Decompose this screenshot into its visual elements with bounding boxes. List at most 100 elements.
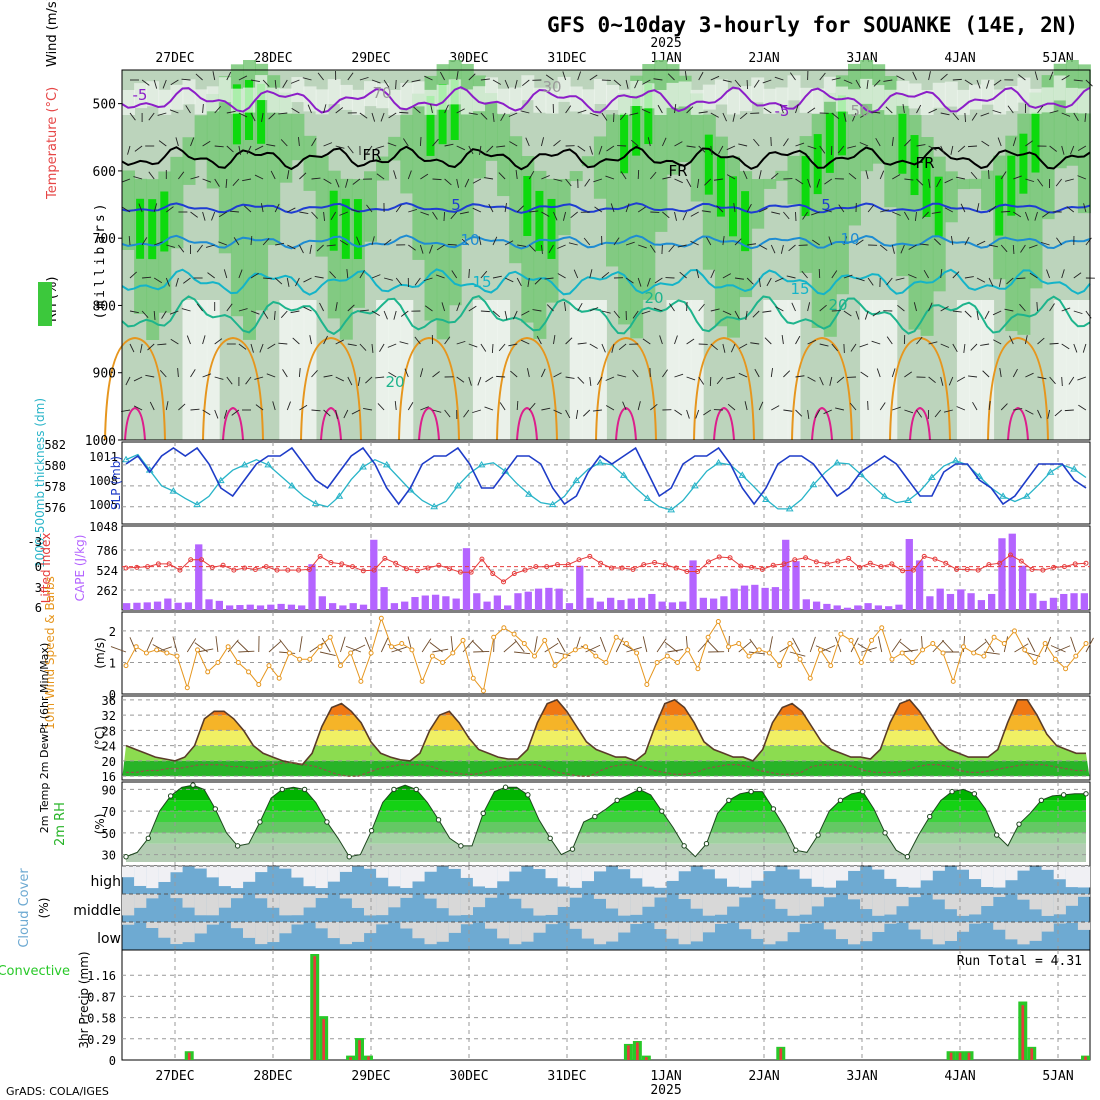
wind-barb (971, 112, 978, 121)
wind-barb (989, 244, 998, 248)
wind-barb (1028, 244, 1038, 249)
cape-bar (349, 603, 357, 610)
wind-barb (371, 274, 381, 279)
wind-barb (722, 310, 732, 316)
rh-band-dry-top (448, 79, 462, 105)
wind-barb (747, 243, 757, 246)
wind-barb (677, 244, 687, 248)
wind-barb (544, 277, 554, 280)
wind-barb (371, 112, 376, 122)
wind-barb (753, 79, 760, 88)
wind-barb (843, 236, 848, 246)
wind-barb (948, 376, 954, 386)
lifted-index-marker (403, 566, 409, 572)
wind-barb (393, 310, 397, 320)
day-label-top: 2JAN (748, 51, 779, 66)
wind-barb (661, 137, 667, 147)
wind-barb (1073, 343, 1078, 353)
cape-bar (514, 593, 522, 610)
wind-barb (486, 145, 494, 153)
wind-barb (553, 409, 562, 415)
cloud-cell (424, 866, 437, 872)
wind-barb (999, 368, 1002, 378)
wind-barb (153, 203, 158, 213)
wind-barb (1001, 210, 1011, 213)
wind-barb (169, 310, 179, 315)
wind-barb (641, 108, 651, 114)
wind-barb (836, 376, 845, 384)
thickness-marker (762, 495, 770, 502)
wind-10m-barb (340, 636, 346, 653)
rh-band-dry-top (593, 78, 607, 104)
cloud-cell (872, 866, 885, 870)
wind-barb (464, 178, 470, 188)
cloud-cell (593, 866, 607, 872)
wind-barb (1085, 79, 1093, 87)
wind-barb (510, 370, 518, 378)
wind-barb (375, 145, 385, 150)
contour-label: 5 (821, 196, 831, 214)
rh-band-dry (581, 300, 595, 440)
contour-hot (222, 406, 244, 441)
wind-barb (141, 79, 150, 86)
lifted-index-marker (274, 567, 280, 573)
cloud-cover-label: Cloud Cover (17, 868, 32, 948)
wind-barb (541, 407, 551, 411)
cloud-cell (932, 922, 945, 945)
slp-tick: 1005 (89, 498, 118, 512)
cape-bar (1029, 593, 1037, 610)
rh-band (485, 93, 498, 161)
rh-2m-marker (502, 784, 509, 790)
wind-10m-barb (172, 636, 178, 653)
wind-barb (528, 244, 536, 252)
wind-barb (674, 373, 684, 378)
lifted-index-marker (490, 571, 496, 577)
pressure-tick-label: 1000 (85, 434, 116, 449)
wind-barb (807, 376, 816, 382)
rh-band-dry-top (932, 82, 946, 108)
wind-barb (952, 112, 960, 121)
cloud-cell (388, 894, 401, 908)
wind-barb (403, 138, 409, 147)
cloud-cell (618, 922, 631, 933)
contour-minus5 (121, 86, 1091, 114)
cloud-cell (569, 866, 582, 888)
cape-bar (1070, 593, 1078, 610)
wind-barb (629, 112, 639, 116)
day-label-bottom: 4JAN (944, 1069, 975, 1084)
cloud-cell (424, 922, 437, 945)
cloud-cell (1005, 922, 1018, 940)
wind-10m-barb (861, 647, 877, 653)
rh-band-dry (303, 300, 317, 440)
wind-speed-marker (215, 659, 221, 665)
day-label-bottom: 27DEC (155, 1069, 194, 1084)
rh-band (666, 64, 680, 175)
wind-barb (444, 143, 454, 147)
wind-barb (394, 401, 397, 411)
cloud-cell (593, 922, 607, 945)
rh-band-dry-top (255, 75, 269, 101)
wind-barb (121, 409, 131, 413)
cloud-cell (678, 866, 691, 872)
wind-barb (205, 244, 215, 248)
rh-tick: 90 (102, 783, 116, 797)
cape-bar (504, 605, 512, 610)
wind-barb (419, 244, 424, 254)
wind-10m-barb (941, 639, 954, 653)
wind-barb (904, 409, 914, 414)
wind-barb (541, 175, 550, 180)
wind-barb (525, 137, 530, 147)
wind-barb (496, 375, 506, 378)
rh-2m-marker (592, 813, 598, 820)
rh-band-high (813, 134, 822, 195)
cloud-cell (823, 922, 836, 930)
wind-barb (866, 79, 869, 89)
rh-2m-marker (681, 843, 687, 849)
wind-barb (311, 138, 317, 147)
wind-speed-marker (123, 663, 129, 669)
cloud-cell (1005, 866, 1018, 881)
wind-barb (589, 269, 593, 279)
wind-barb (472, 409, 482, 414)
wind-barb (613, 237, 620, 246)
